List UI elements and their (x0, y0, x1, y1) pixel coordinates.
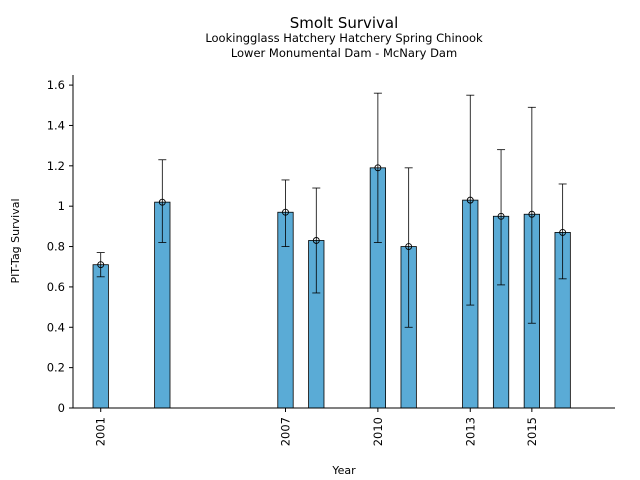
x-ticks: 2001 2007 2010 2013 2015 (94, 408, 539, 446)
y-tick-label: 1 (58, 199, 65, 213)
point-marker-2001 (97, 261, 105, 269)
chart-subtitle-line-1: Lookingglass Hatchery Hatchery Spring Ch… (205, 31, 483, 45)
chart-title: Smolt Survival (290, 14, 399, 32)
point-marker-2014 (497, 212, 505, 220)
point-marker-2003 (158, 198, 166, 206)
point-marker-2010 (374, 164, 382, 172)
x-tick-label: 2007 (278, 417, 292, 446)
y-axis-label: PIT-Tag Survival (9, 198, 22, 283)
point-marker-2015 (528, 210, 536, 218)
y-tick-label: 1.6 (47, 78, 65, 92)
point-marker-2007 (282, 208, 289, 216)
y-tick-label: 0.4 (47, 320, 65, 334)
y-tick-label: 0.2 (47, 361, 65, 375)
y-tick-label: 0.8 (47, 240, 65, 254)
bar-2001 (92, 264, 109, 409)
error-bars-layer (96, 92, 567, 328)
bars-layer (92, 167, 571, 409)
y-tick-label: 1.2 (47, 159, 65, 173)
chart-subtitle-line-2: Lower Monumental Dam - McNary Dam (231, 46, 457, 60)
point-marker-2016 (559, 228, 567, 236)
x-tick-label: 2013 (463, 417, 477, 446)
y-tick-label: 1.4 (47, 118, 65, 132)
point-marker-2008 (312, 237, 320, 244)
x-tick-label: 2010 (371, 417, 385, 446)
x-axis-label: Year (331, 464, 356, 477)
markers-layer (97, 164, 567, 269)
x-tick-label: 2001 (94, 417, 108, 446)
point-marker-2011 (405, 243, 413, 250)
y-tick-label: 0 (58, 401, 65, 415)
y-ticks: 0 0.2 0.4 0.6 0.8 1 1.2 1.4 1.6 (47, 78, 73, 415)
x-tick-label: 2015 (525, 417, 539, 446)
point-marker-2013 (466, 196, 474, 204)
y-tick-label: 0.6 (47, 280, 65, 294)
